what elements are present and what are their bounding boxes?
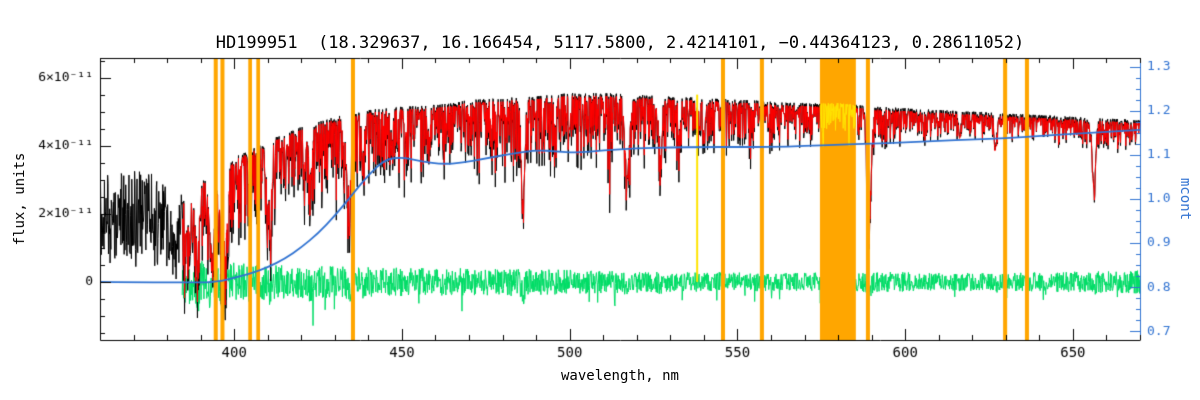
chart-title: HD199951 (18.329637, 16.166454, 5117.580…	[215, 33, 1025, 53]
x-axis-title: wavelength, nm	[560, 368, 679, 384]
left-y-axis-title: flux, units	[12, 152, 28, 246]
right-y-axis-title: mcont	[1177, 177, 1193, 221]
